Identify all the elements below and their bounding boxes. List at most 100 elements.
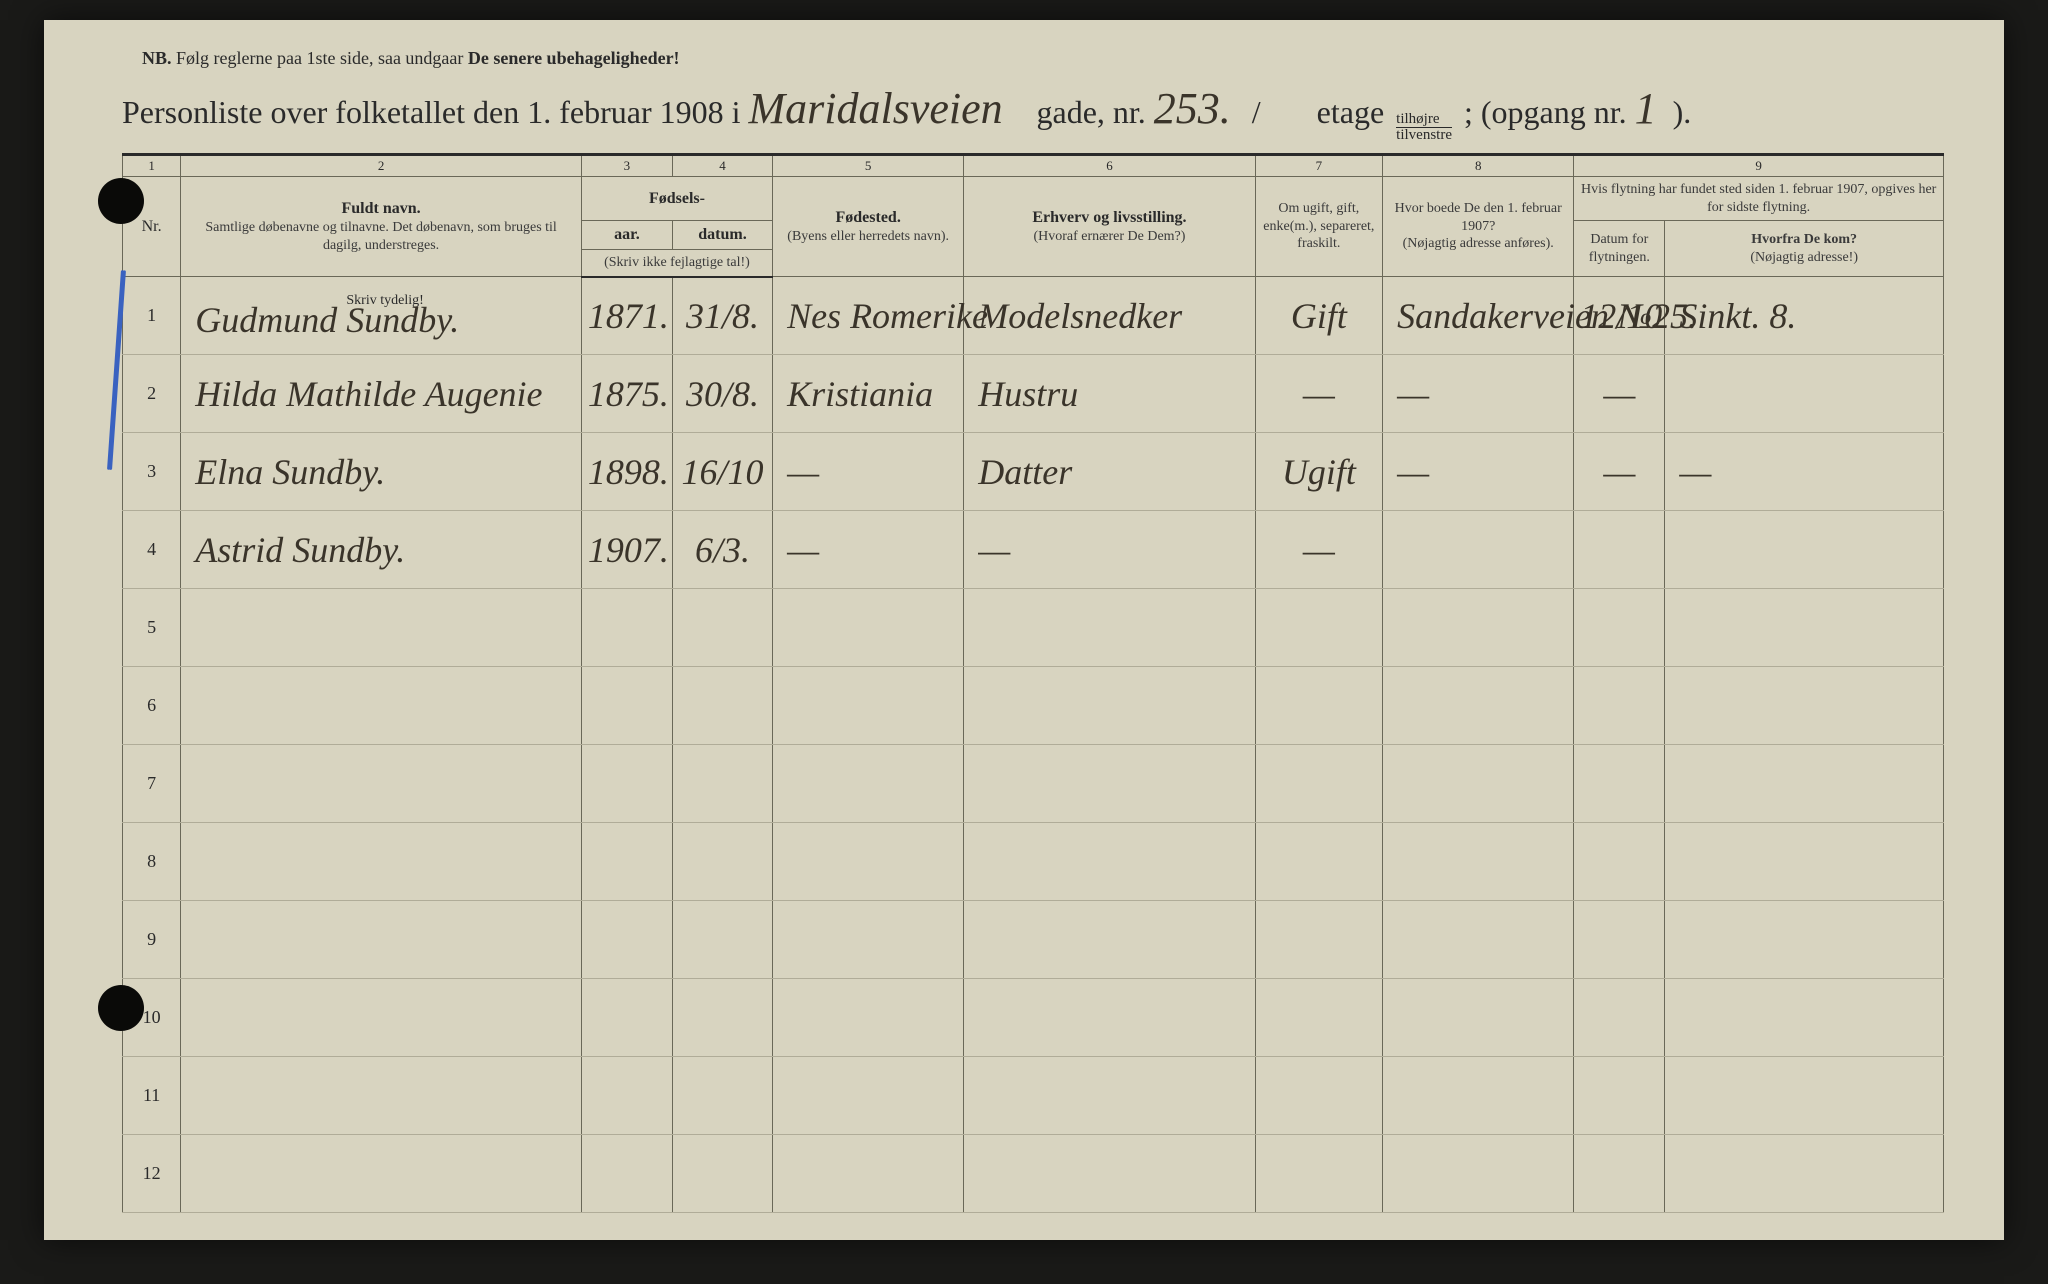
colnum-8: 8: [1383, 156, 1574, 177]
row-birthplace: [773, 901, 964, 979]
row-date: [672, 745, 772, 823]
row-status: [1255, 979, 1382, 1057]
row-year: [581, 1135, 672, 1213]
colnum-5: 5: [773, 156, 964, 177]
row-name: [181, 589, 582, 667]
row-date: 6/3.: [672, 511, 772, 589]
row-move-date: [1574, 901, 1665, 979]
row-move-from: [1665, 745, 1944, 823]
row-birthplace: [773, 1057, 964, 1135]
row-name: Astrid Sundby.: [181, 511, 582, 589]
row-prev-address: [1383, 511, 1574, 589]
table-row: 7: [123, 745, 1944, 823]
hdr-move-from-sub: (Nøjagtig adresse!): [1671, 249, 1937, 267]
row-occupation: [964, 823, 1255, 901]
table-row: 9: [123, 901, 1944, 979]
row-nr: 9: [123, 901, 181, 979]
row-prev-address: [1383, 667, 1574, 745]
heading-p2: gade, nr.: [1036, 94, 1145, 131]
row-birthplace: [773, 589, 964, 667]
hdr-prev: Hvor boede De den 1. februar 1907? (Nøja…: [1383, 177, 1574, 277]
punch-hole: [98, 178, 144, 224]
row-year: [581, 823, 672, 901]
row-move-date: 12/10: [1574, 277, 1665, 355]
row-prev-address: [1383, 901, 1574, 979]
row-nr: 12: [123, 1135, 181, 1213]
row-move-from: [1665, 901, 1944, 979]
row-status: —: [1255, 355, 1382, 433]
hdr-birth-label: Fødsels-: [649, 190, 705, 207]
row-nr: 8: [123, 823, 181, 901]
colnum-6: 6: [964, 156, 1255, 177]
row-status: [1255, 745, 1382, 823]
row-nr: 3: [123, 433, 181, 511]
row-birthplace: [773, 667, 964, 745]
row-move-date: —: [1574, 433, 1665, 511]
hdr-occ-title: Erhverv og livsstilling.: [970, 208, 1248, 228]
row-date: 31/8.: [672, 277, 772, 355]
row-move-from: Sinkt. 8.: [1665, 277, 1944, 355]
row-prev-address: —: [1383, 355, 1574, 433]
row-name: [181, 667, 582, 745]
row-year: [581, 901, 672, 979]
row-year: 1875.: [581, 355, 672, 433]
colnum-2: 2: [181, 156, 582, 177]
row-year: [581, 589, 672, 667]
hdr-birth-date-label: datum.: [698, 226, 746, 243]
nr-handwritten: 253.: [1154, 83, 1244, 135]
table-row: 12: [123, 1135, 1944, 1213]
row-date: [672, 1057, 772, 1135]
row-birthplace: [773, 979, 964, 1057]
hdr-place-sub: (Byens eller herredets navn).: [779, 228, 957, 246]
row-year: [581, 979, 672, 1057]
row-occupation: [964, 589, 1255, 667]
colnum-1: 1: [123, 156, 181, 177]
row-name: Elna Sundby.: [181, 433, 582, 511]
row-nr: 11: [123, 1057, 181, 1135]
punch-hole: [98, 985, 144, 1031]
row-date: 30/8.: [672, 355, 772, 433]
row-name: [181, 901, 582, 979]
hdr-move-date: Datum for flytningen.: [1574, 221, 1665, 277]
row-prev-address: [1383, 823, 1574, 901]
row-name: [181, 745, 582, 823]
table-row: 10: [123, 979, 1944, 1057]
hdr-place-title: Fødested.: [779, 208, 957, 228]
row-name: [181, 823, 582, 901]
row-occupation: [964, 901, 1255, 979]
row-occupation: Hustru: [964, 355, 1255, 433]
row-year: 1871.: [581, 277, 672, 355]
hdr-move-from: Hvorfra De kom? (Nøjagtig adresse!): [1665, 221, 1944, 277]
hdr-name-sub: Samtlige døbenavne og tilnavne. Det døbe…: [187, 219, 575, 254]
street-handwritten: Maridalsveien: [748, 83, 1028, 135]
row-occupation: —: [964, 511, 1255, 589]
row-name: Hilda Mathilde Augenie: [181, 355, 582, 433]
table-row: 6: [123, 667, 1944, 745]
row-date: [672, 823, 772, 901]
row-birthplace: Kristiania: [773, 355, 964, 433]
row-nr: 4: [123, 511, 181, 589]
row-name: [181, 1135, 582, 1213]
colnum-4: 4: [672, 156, 772, 177]
row-move-date: [1574, 511, 1665, 589]
hdr-occ-sub: (Hvoraf ernærer De Dem?): [970, 228, 1248, 246]
heading-p6: ).: [1673, 94, 1692, 131]
row-move-from: [1665, 511, 1944, 589]
row-occupation: [964, 979, 1255, 1057]
tilhojre: tilhøjre: [1396, 112, 1452, 128]
row-move-date: [1574, 1135, 1665, 1213]
row-year: 1898.: [581, 433, 672, 511]
row-nr: 7: [123, 745, 181, 823]
row-birthplace: —: [773, 433, 964, 511]
row-status: [1255, 901, 1382, 979]
etage-handwritten: [1269, 122, 1309, 123]
hdr-birth-note: (Skriv ikke fejlagtige tal!): [581, 250, 772, 277]
row-status: [1255, 1057, 1382, 1135]
tilhojre-venstre: tilhøjre tilvenstre: [1396, 112, 1452, 143]
row-move-date: [1574, 979, 1665, 1057]
row-year: [581, 1057, 672, 1135]
row-status: [1255, 667, 1382, 745]
row-prev-address: [1383, 979, 1574, 1057]
hdr-move-from-title: Hvorfra De kom?: [1671, 231, 1937, 249]
hdr-occ: Erhverv og livsstilling. (Hvoraf ernærer…: [964, 177, 1255, 277]
